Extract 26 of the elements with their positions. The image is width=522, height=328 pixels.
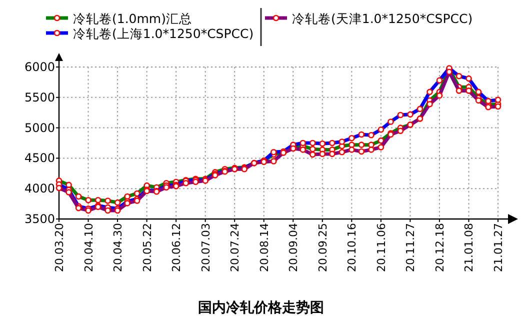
x-tick-label: 20.04.30 <box>112 223 125 272</box>
y-tick-label: 5000 <box>24 120 55 135</box>
x-tick-label: 20.07.24 <box>228 223 242 272</box>
text: 国内冷轧价格走势图 <box>198 300 324 316</box>
x-tick-label: 20.09.25 <box>316 223 330 272</box>
x-tick-label: 20.11.06 <box>374 223 388 272</box>
x-tick-label: 20.11.27 <box>404 223 418 272</box>
x-tick-label: 20.07.03 <box>199 223 212 272</box>
x-tick-label: 20.03.20 <box>53 223 66 272</box>
y-tick-label: 4000 <box>24 182 55 196</box>
legend-label: 冷轧卷(天津1.0*1250*CSPCC) <box>292 11 473 26</box>
x-tick-label: 21.01.27 <box>492 223 505 272</box>
y-tick-label: 6000 <box>24 60 55 74</box>
y-tick-label: 5500 <box>24 90 55 104</box>
legend-label: 冷轧卷(1.0mm)汇总 <box>73 11 192 26</box>
x-tick-label: 20.04.10 <box>82 223 96 272</box>
legend-label: 冷轧卷(上海1.0*1250*CSPCC) <box>73 26 254 41</box>
y-tick-label: 3500 <box>24 212 55 226</box>
x-tick-label: 20.10.16 <box>346 223 359 272</box>
x-tick-label: 20.12.18 <box>433 223 446 272</box>
x-tick-label: 20.08.14 <box>258 223 271 272</box>
x-tick-label: 21.01.08 <box>462 223 476 272</box>
x-tick-label: 20.09.04 <box>287 223 300 272</box>
x-tick-label: 20.05.22 <box>140 223 154 272</box>
x-tick-label: 20.06.12 <box>170 223 184 272</box>
y-tick-label: 4500 <box>24 151 55 166</box>
